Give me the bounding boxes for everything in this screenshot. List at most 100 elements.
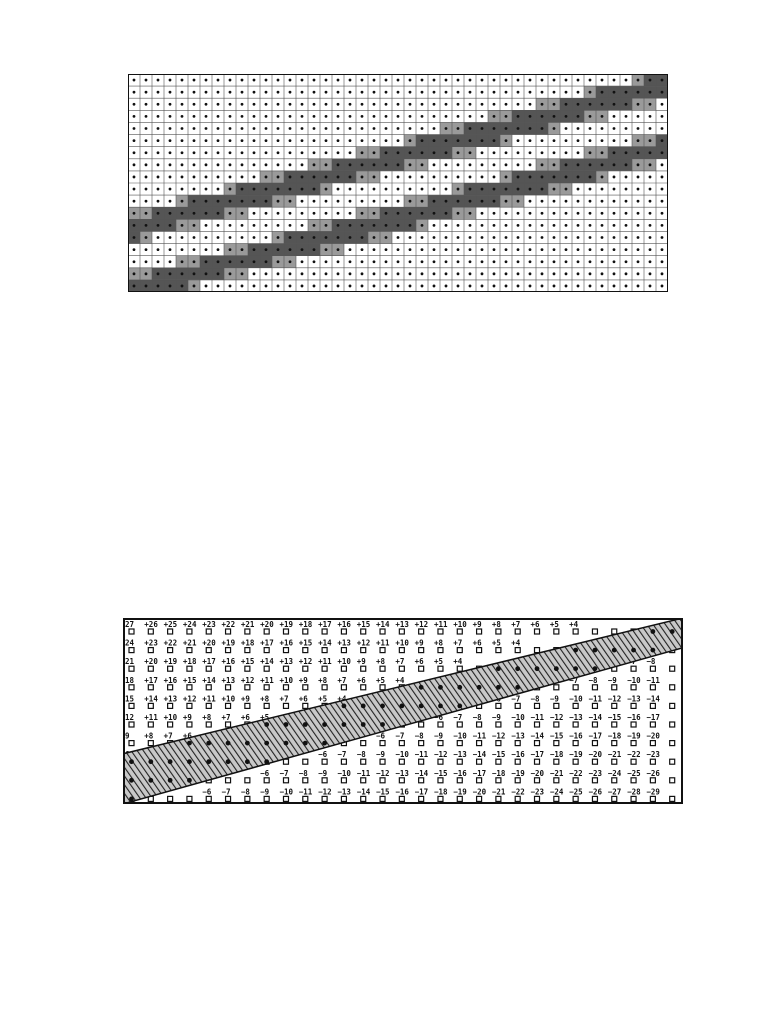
- cell-dot: [588, 199, 592, 203]
- grid-value: −10: [511, 713, 525, 722]
- cell-dot: [396, 223, 400, 227]
- cell-dot: [228, 211, 232, 215]
- cell-dot: [360, 90, 364, 94]
- cell-dot: [336, 272, 340, 276]
- cell-dot: [396, 78, 400, 82]
- cell-dot: [528, 139, 532, 143]
- cell-dot: [432, 248, 436, 252]
- square-marker: [340, 628, 348, 635]
- grid-value: −14: [473, 750, 487, 759]
- cell-dot: [408, 90, 412, 94]
- grid-value: +23: [202, 620, 216, 629]
- cell-dot: [168, 187, 172, 191]
- cell-dot: [648, 78, 652, 82]
- cell-dot: [552, 284, 556, 288]
- cell-dot: [600, 187, 604, 191]
- cell-dot: [528, 90, 532, 94]
- cell-dot: [600, 260, 604, 264]
- cell-dot: [588, 272, 592, 276]
- square-marker: [302, 702, 309, 710]
- cell-dot: [228, 187, 232, 191]
- square-marker: [128, 628, 135, 635]
- cell-dot: [480, 260, 484, 264]
- cell-dot: [276, 223, 280, 227]
- cell-dot: [228, 199, 232, 203]
- band-dot: [148, 777, 154, 783]
- cell-dot: [204, 151, 208, 155]
- grid-value: −8: [588, 676, 598, 685]
- square-marker: [572, 795, 579, 802]
- square-marker: [379, 684, 386, 691]
- cell-dot: [408, 127, 412, 130]
- band-dot: [534, 666, 540, 672]
- pixel-grid-figure: [128, 74, 668, 292]
- cell-dot: [324, 102, 328, 106]
- cell-dot: [648, 272, 652, 276]
- cell-dot: [240, 102, 244, 106]
- grid-value: −20: [588, 750, 602, 759]
- square-marker: [263, 628, 270, 635]
- square-marker: [553, 777, 560, 784]
- cell-dot: [324, 127, 328, 130]
- cell-dot: [288, 151, 292, 155]
- cell-dot: [456, 139, 460, 143]
- grid-value: −12: [376, 769, 390, 778]
- cell-dot: [132, 236, 136, 239]
- cell-dot: [384, 78, 388, 82]
- cell-dot: [168, 211, 172, 215]
- square-marker: [437, 665, 444, 672]
- grid-value: −9: [318, 769, 328, 778]
- square-marker: [302, 795, 309, 802]
- cell-dot: [480, 139, 484, 143]
- cell-dot: [540, 102, 544, 106]
- cell-dot: [144, 102, 148, 106]
- cell-dot: [540, 223, 544, 227]
- grid-value: +9: [415, 639, 425, 648]
- cell-dot: [180, 211, 184, 215]
- cell-dot: [336, 284, 340, 288]
- cell-dot: [228, 163, 232, 167]
- square-marker: [186, 647, 193, 654]
- band-dot: [553, 666, 559, 672]
- square-marker: [205, 647, 212, 654]
- square-marker: [418, 721, 425, 728]
- square-marker: [263, 665, 270, 672]
- cell-dot: [276, 272, 280, 276]
- grid-value: +7: [337, 676, 346, 685]
- cell-dot: [516, 187, 520, 191]
- cell-dot: [204, 187, 208, 191]
- cell-dot: [624, 102, 628, 106]
- cell-dot: [444, 127, 448, 130]
- cell-dot: [168, 163, 172, 167]
- cell-dot: [564, 127, 568, 130]
- cell-dot: [432, 139, 436, 143]
- cell-dot: [552, 127, 556, 130]
- square-marker: [495, 702, 502, 710]
- cell-dot: [336, 127, 340, 130]
- cell-dot: [624, 236, 628, 239]
- cell-dot: [504, 127, 508, 130]
- cell-dot: [408, 199, 412, 203]
- square-marker: [244, 702, 251, 710]
- grid-value: −9: [492, 713, 502, 722]
- cell-dot: [204, 102, 208, 106]
- grid-value: +8: [144, 732, 154, 741]
- cell-dot: [420, 260, 424, 264]
- cell-dot: [504, 260, 508, 264]
- grid-value: +13: [279, 657, 293, 666]
- square-marker: [340, 758, 348, 765]
- square-marker: [379, 739, 386, 747]
- grid-value: −13: [337, 787, 351, 796]
- square-marker: [649, 665, 656, 672]
- cell-dot: [540, 248, 544, 252]
- grid-value: +9: [357, 657, 367, 666]
- cell-dot: [420, 272, 424, 276]
- cell-dot: [252, 139, 256, 143]
- cell-dot: [204, 163, 208, 167]
- square-marker: [495, 647, 502, 654]
- square-marker: [263, 795, 270, 802]
- band-dot: [129, 759, 134, 765]
- cell-dot: [252, 272, 256, 276]
- grid-value: −29: [646, 787, 660, 796]
- cell-dot: [456, 163, 460, 167]
